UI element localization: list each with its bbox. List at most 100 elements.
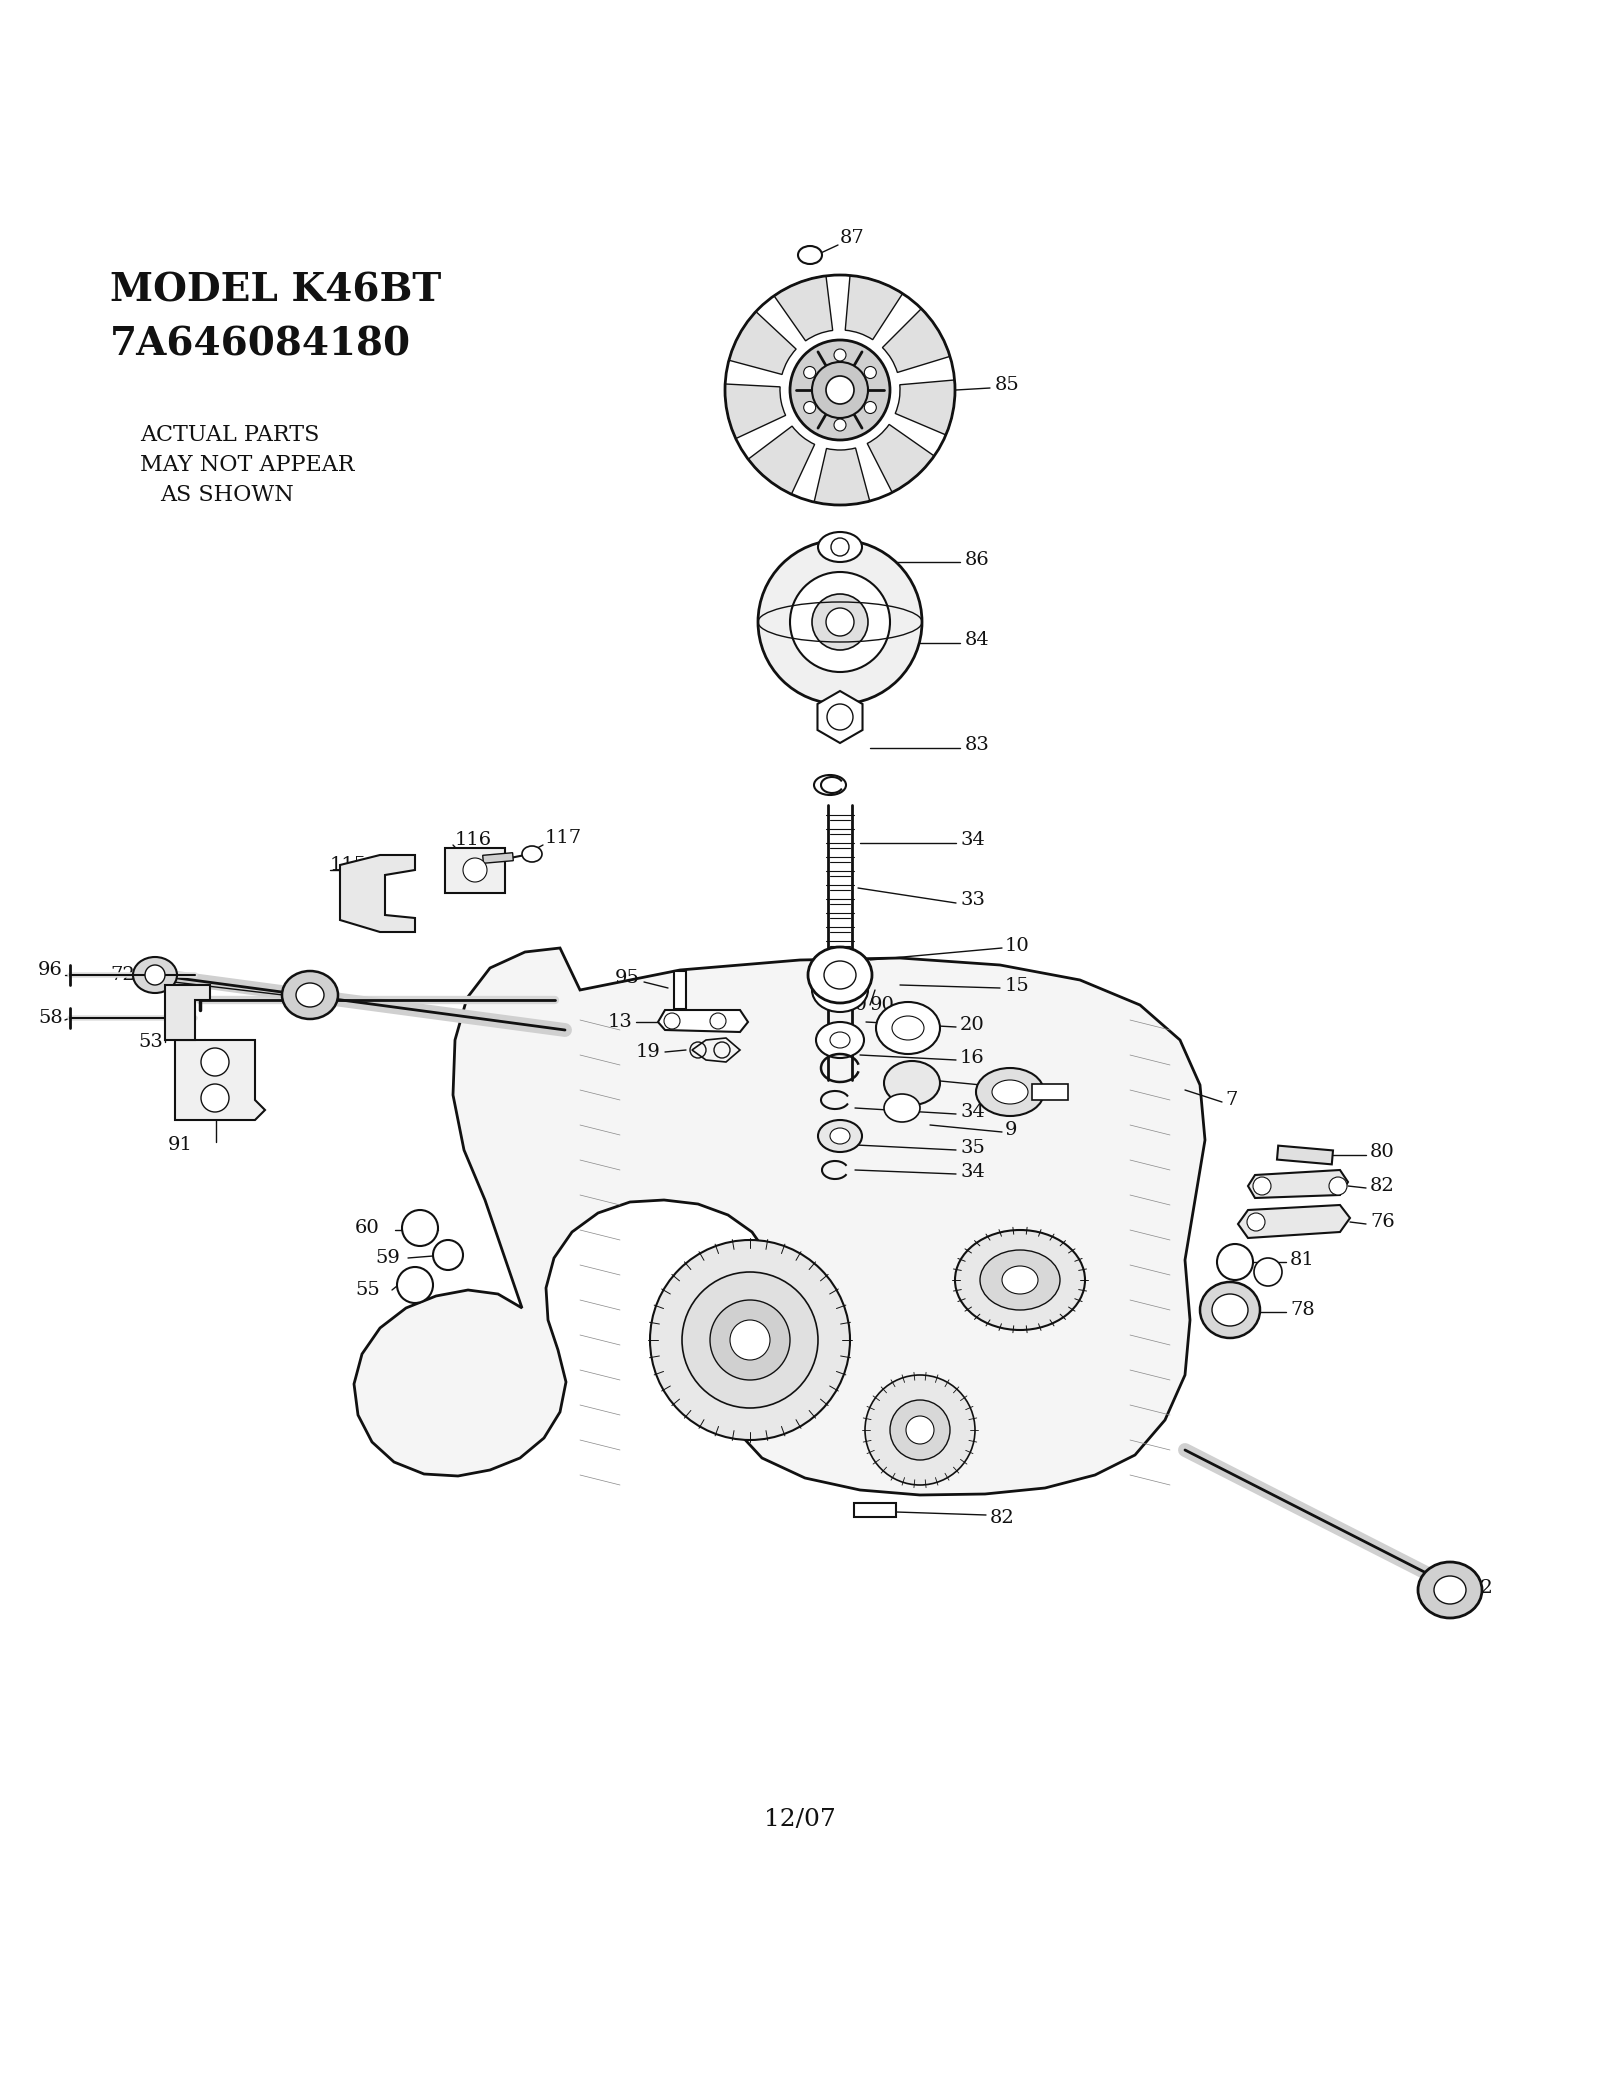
Ellipse shape [830, 1031, 850, 1048]
Ellipse shape [830, 1129, 850, 1143]
Text: 84: 84 [965, 631, 990, 649]
Text: 78: 78 [1290, 1301, 1315, 1320]
Text: 86: 86 [965, 552, 990, 569]
Polygon shape [354, 948, 1205, 1494]
Text: 13: 13 [606, 1013, 632, 1031]
Text: AS SHOWN: AS SHOWN [160, 483, 294, 506]
Wedge shape [730, 311, 797, 374]
Ellipse shape [664, 1013, 680, 1029]
Ellipse shape [834, 349, 846, 361]
Ellipse shape [650, 1241, 850, 1440]
Text: 10: 10 [1005, 938, 1030, 954]
Ellipse shape [202, 1048, 229, 1077]
Text: 34: 34 [960, 1162, 986, 1181]
Ellipse shape [1213, 1295, 1248, 1326]
Text: 8: 8 [1005, 1077, 1018, 1094]
Text: 82: 82 [1370, 1177, 1395, 1195]
Wedge shape [774, 276, 832, 340]
Ellipse shape [397, 1268, 434, 1303]
Polygon shape [165, 986, 210, 1040]
Text: 72: 72 [110, 967, 134, 984]
Ellipse shape [808, 946, 872, 1002]
Ellipse shape [976, 1069, 1043, 1116]
Ellipse shape [803, 400, 816, 413]
Ellipse shape [813, 361, 867, 417]
Text: 15: 15 [1005, 977, 1030, 996]
Ellipse shape [813, 969, 867, 1013]
Wedge shape [883, 309, 950, 371]
Text: 34: 34 [960, 1104, 986, 1120]
Ellipse shape [834, 419, 846, 432]
Ellipse shape [296, 984, 323, 1006]
Bar [1277, 1145, 1333, 1164]
Text: 16: 16 [960, 1050, 984, 1067]
Ellipse shape [818, 531, 862, 562]
Wedge shape [845, 276, 902, 340]
Ellipse shape [826, 376, 854, 405]
Text: 115: 115 [330, 857, 366, 874]
Ellipse shape [790, 573, 890, 672]
Ellipse shape [883, 1094, 920, 1123]
Ellipse shape [710, 1013, 726, 1029]
Polygon shape [174, 1040, 266, 1120]
Bar [483, 853, 514, 863]
Text: 117: 117 [546, 830, 582, 847]
Text: 87: 87 [840, 228, 864, 247]
Ellipse shape [1418, 1562, 1482, 1618]
Ellipse shape [434, 1241, 462, 1270]
Ellipse shape [798, 247, 822, 264]
Ellipse shape [682, 1272, 818, 1409]
Ellipse shape [830, 537, 850, 556]
Text: 95: 95 [614, 969, 640, 988]
Text: 60: 60 [355, 1218, 379, 1237]
Text: ACTUAL PARTS: ACTUAL PARTS [141, 423, 320, 446]
Ellipse shape [758, 540, 922, 703]
Ellipse shape [1218, 1245, 1253, 1280]
Ellipse shape [282, 971, 338, 1019]
Ellipse shape [992, 1079, 1027, 1104]
Ellipse shape [1434, 1577, 1466, 1604]
Ellipse shape [824, 961, 856, 990]
Polygon shape [1248, 1170, 1347, 1197]
Text: 96: 96 [38, 961, 62, 979]
Polygon shape [1238, 1206, 1350, 1239]
Wedge shape [814, 448, 870, 504]
Wedge shape [749, 425, 814, 494]
Ellipse shape [402, 1210, 438, 1245]
Text: 7A646084180: 7A646084180 [110, 326, 411, 363]
Text: 90: 90 [870, 996, 894, 1015]
Text: 90: 90 [843, 996, 867, 1015]
Text: MAY NOT APPEAR: MAY NOT APPEAR [141, 454, 355, 475]
Text: 91: 91 [168, 1135, 194, 1154]
Ellipse shape [146, 965, 165, 986]
Ellipse shape [883, 1060, 941, 1106]
Ellipse shape [864, 367, 877, 378]
Wedge shape [725, 384, 786, 438]
Text: 58: 58 [38, 1008, 62, 1027]
Ellipse shape [826, 608, 854, 637]
Ellipse shape [818, 1120, 862, 1152]
Ellipse shape [1330, 1177, 1347, 1195]
Text: 7: 7 [1226, 1091, 1237, 1108]
Ellipse shape [1246, 1214, 1266, 1230]
Ellipse shape [522, 847, 542, 861]
Ellipse shape [710, 1301, 790, 1380]
Ellipse shape [1253, 1177, 1270, 1195]
Text: MODEL K46BT: MODEL K46BT [110, 272, 442, 309]
Ellipse shape [906, 1415, 934, 1444]
Text: 59: 59 [374, 1249, 400, 1268]
Text: 20: 20 [960, 1017, 984, 1033]
Text: 9: 9 [1005, 1120, 1018, 1139]
Text: 34: 34 [960, 830, 986, 849]
Wedge shape [867, 425, 934, 492]
Text: 35: 35 [960, 1139, 986, 1158]
Bar [1032, 1083, 1069, 1100]
Text: 82: 82 [990, 1509, 1014, 1527]
Polygon shape [818, 691, 862, 743]
Text: 12/07: 12/07 [765, 1809, 835, 1832]
Ellipse shape [827, 703, 853, 730]
Bar [445, 847, 506, 892]
Ellipse shape [202, 1083, 229, 1112]
Ellipse shape [864, 400, 877, 413]
Text: 76: 76 [1370, 1214, 1395, 1230]
